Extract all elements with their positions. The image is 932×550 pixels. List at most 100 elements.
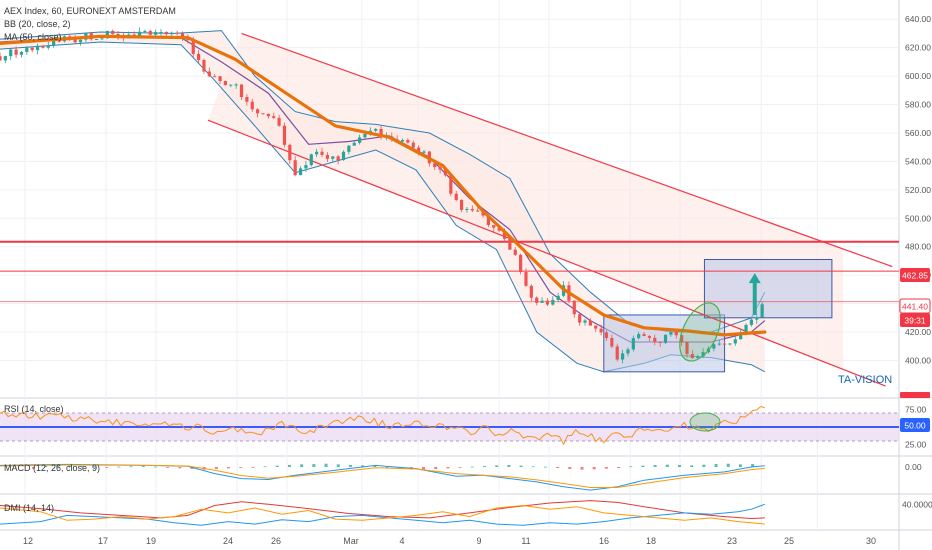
candle[interactable] (331, 155, 335, 163)
candle[interactable] (674, 330, 678, 339)
candle[interactable] (229, 84, 233, 88)
channel-lower-line[interactable] (207, 119, 886, 387)
candle[interactable] (594, 325, 598, 333)
candle[interactable] (454, 190, 458, 202)
macd-pane[interactable]: MACD (12, 26, close, 9) 0.00 (0, 462, 922, 491)
candle[interactable] (30, 46, 34, 53)
candle[interactable] (411, 140, 415, 150)
candle[interactable] (282, 122, 287, 148)
candle[interactable] (245, 94, 249, 106)
candle[interactable] (223, 80, 228, 86)
candle[interactable] (540, 297, 544, 304)
candle[interactable] (170, 31, 174, 37)
candle[interactable] (256, 108, 260, 118)
candle[interactable] (513, 247, 517, 257)
candle[interactable] (476, 206, 480, 212)
candle[interactable] (551, 296, 555, 306)
candle[interactable] (250, 98, 254, 112)
candle[interactable] (508, 238, 512, 250)
candle[interactable] (599, 324, 603, 336)
rsi-title[interactable]: RSI (14, close) (4, 404, 64, 414)
candle[interactable] (717, 339, 721, 346)
candle[interactable] (631, 335, 635, 352)
candle[interactable] (320, 147, 324, 158)
candle[interactable] (196, 49, 201, 64)
candle[interactable] (19, 51, 24, 58)
candle[interactable] (309, 153, 313, 167)
candle[interactable] (755, 315, 759, 324)
candle[interactable] (604, 330, 609, 341)
candle[interactable] (685, 341, 689, 358)
candle[interactable] (379, 125, 383, 140)
candle[interactable] (637, 331, 641, 340)
candle[interactable] (492, 224, 496, 232)
candle[interactable] (459, 199, 464, 213)
candle[interactable] (733, 336, 737, 346)
candle[interactable] (470, 205, 474, 213)
time-axis[interactable]: 12 17 19 24 26 Mar 4 9 11 16 18 23 25 30 (23, 536, 876, 546)
candle[interactable] (760, 301, 764, 318)
candle[interactable] (41, 45, 45, 49)
candle[interactable] (336, 154, 340, 165)
macd-line[interactable] (0, 463, 765, 491)
candle[interactable] (218, 75, 222, 85)
candle[interactable] (261, 113, 265, 115)
candle[interactable] (154, 29, 158, 37)
candle[interactable] (213, 74, 217, 78)
candle[interactable] (266, 113, 270, 119)
candle[interactable] (239, 84, 244, 100)
candle[interactable] (202, 58, 206, 74)
macd-signal-line[interactable] (0, 464, 765, 488)
price-pane[interactable]: TA-VISION (0, 27, 899, 387)
candle[interactable] (449, 173, 453, 197)
candle[interactable] (277, 114, 281, 127)
candle[interactable] (529, 284, 533, 302)
candle[interactable] (175, 30, 179, 36)
candle[interactable] (728, 343, 732, 346)
candle[interactable] (3, 55, 7, 64)
candle[interactable] (620, 349, 625, 364)
chart-legend[interactable]: AEX Index, 60, EURONEXT AMSTERDAM BB (20… (4, 6, 176, 42)
candle[interactable] (35, 43, 40, 55)
candle[interactable] (712, 343, 716, 352)
ma-indicator-label[interactable]: MA (50, close) (4, 32, 62, 42)
candle[interactable] (95, 38, 99, 41)
candle[interactable] (272, 112, 276, 120)
candle[interactable] (749, 317, 754, 327)
macd-title[interactable]: MACD (12, 26, close, 9) (4, 463, 100, 473)
candle[interactable] (642, 332, 646, 337)
candle[interactable] (588, 318, 592, 326)
candle[interactable] (164, 31, 168, 36)
candle[interactable] (132, 31, 136, 36)
adx-line[interactable] (0, 500, 765, 520)
candle[interactable] (406, 138, 410, 144)
candle[interactable] (615, 343, 619, 362)
candle[interactable] (535, 296, 539, 306)
bb-indicator-label[interactable]: BB (20, close, 2) (4, 19, 71, 29)
candle[interactable] (358, 134, 362, 145)
candle[interactable] (234, 82, 238, 89)
candle[interactable] (304, 161, 308, 173)
candle[interactable] (465, 206, 469, 213)
candle[interactable] (545, 298, 550, 307)
candle[interactable] (556, 292, 560, 303)
candle[interactable] (14, 46, 18, 59)
candle[interactable] (583, 318, 587, 326)
rsi-pane[interactable]: RSI (14, close) 50.00 75.00 25.00 (0, 404, 930, 450)
candlestick-series[interactable] (0, 27, 764, 364)
candle[interactable] (298, 166, 303, 176)
dmi-title[interactable]: DMI (14, 14) (4, 503, 54, 513)
candle[interactable] (143, 29, 147, 33)
candle[interactable] (663, 334, 668, 345)
candle[interactable] (9, 48, 13, 61)
candle[interactable] (347, 145, 351, 155)
candle[interactable] (653, 334, 657, 346)
candle[interactable] (524, 268, 528, 287)
candle[interactable] (572, 300, 576, 318)
candle[interactable] (658, 341, 662, 347)
moving-average-line[interactable] (0, 34, 767, 337)
candle[interactable] (293, 156, 297, 177)
candle[interactable] (0, 52, 2, 61)
